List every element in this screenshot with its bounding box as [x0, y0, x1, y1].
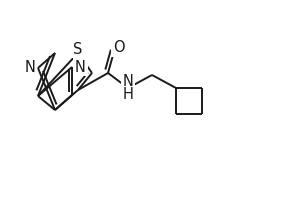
- Text: N: N: [24, 60, 35, 75]
- Text: N
H: N H: [123, 74, 134, 102]
- Text: O: O: [113, 40, 125, 55]
- Text: S: S: [73, 42, 83, 56]
- Text: N: N: [75, 60, 86, 74]
